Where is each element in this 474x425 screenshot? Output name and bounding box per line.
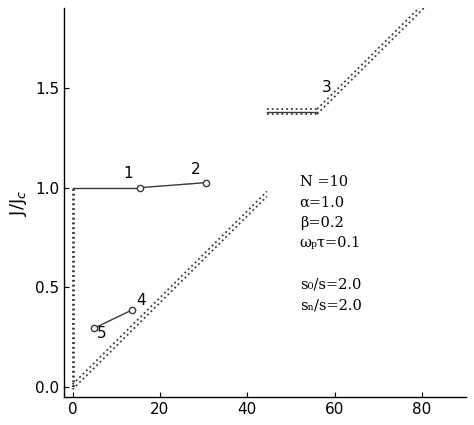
- Text: 3: 3: [321, 80, 331, 95]
- Text: 4: 4: [136, 293, 146, 308]
- Text: 5: 5: [97, 326, 106, 341]
- Text: N =10
α=1.0
β=0.2
ωₚτ=0.1

s₀/s=2.0
sₙ/s=2.0: N =10 α=1.0 β=0.2 ωₚτ=0.1 s₀/s=2.0 sₙ/s=…: [300, 175, 362, 312]
- Y-axis label: J/J$_c$: J/J$_c$: [9, 189, 29, 216]
- Text: 2: 2: [191, 162, 200, 177]
- Text: 1: 1: [123, 166, 132, 181]
